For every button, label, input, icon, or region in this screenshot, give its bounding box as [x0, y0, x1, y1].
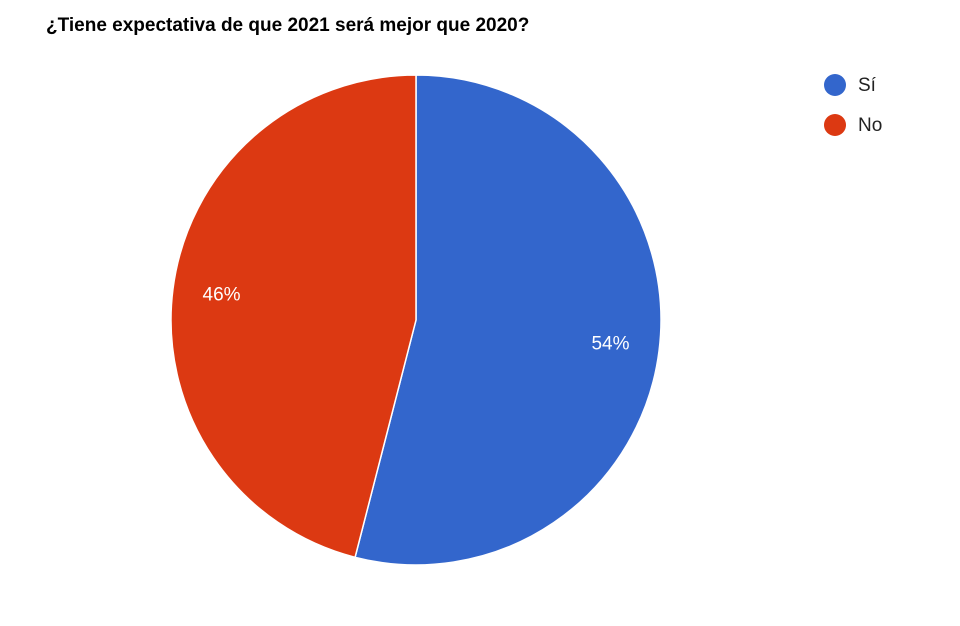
pie-slice — [354, 74, 662, 566]
pie-slice — [170, 74, 417, 559]
value-label: 54% — [591, 334, 629, 355]
value-label: 46% — [203, 284, 241, 305]
legend-marker — [824, 74, 846, 96]
legend-label: Sí — [858, 75, 877, 96]
chart-title: ¿Tiene expectativa de que 2021 será mejo… — [46, 15, 529, 36]
legend-marker — [824, 114, 846, 136]
legend-label: No — [858, 115, 882, 136]
